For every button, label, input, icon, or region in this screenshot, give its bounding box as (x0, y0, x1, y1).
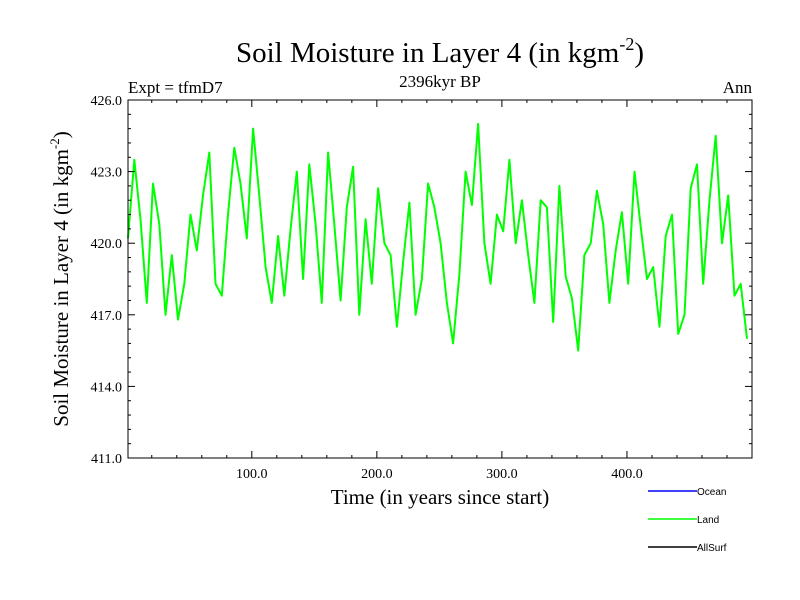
y-axis-label-superscript: -2 (47, 138, 62, 149)
experiment-label: Expt = tfmD7 (128, 78, 223, 97)
axis-layer: 100.0 200.0 300.0 400.0 411.0 414.0 417.0 420.0… (91, 94, 752, 482)
y-tick-label: 420.0 (91, 237, 123, 252)
chart-title: Soil Moisture in Layer 4 (in kgm-2) (236, 34, 644, 69)
y-tick-label: 417.0 (91, 309, 123, 324)
x-axis-label: Time (in years since start) (331, 485, 550, 509)
legend: Ocean Land AllSurf (648, 487, 727, 554)
x-tick-label: 200.0 (361, 467, 393, 482)
chart-subtitle: 2396kyr BP (399, 72, 481, 91)
series-layer (127, 122, 748, 352)
y-axis-label-close: ) (49, 131, 73, 138)
plot-frame (127, 99, 753, 459)
y-tick-label: 414.0 (91, 380, 123, 395)
y-tick-label: 423.0 (91, 166, 123, 181)
series-line-land (127, 122, 748, 352)
x-tick-label: 300.0 (486, 467, 518, 482)
y-tick-label: 411.0 (91, 452, 122, 467)
legend-label-ocean: Ocean (697, 487, 726, 498)
season-label: Ann (723, 78, 753, 97)
legend-label-land: Land (697, 515, 719, 526)
y-axis-label-text: Soil Moisture in Layer 4 (in kgm (49, 149, 73, 427)
chart-title-text: Soil Moisture in Layer 4 (in kgm (236, 37, 620, 69)
x-tick-label: 100.0 (236, 467, 268, 482)
y-tick-label: 426.0 (91, 94, 123, 109)
chart-title-superscript: -2 (619, 34, 634, 54)
chart-title-close: ) (634, 37, 644, 69)
y-axis-label: Soil Moisture in Layer 4 (in kgm-2) (47, 131, 73, 426)
x-tick-label: 400.0 (611, 467, 643, 482)
legend-label-allsurf: AllSurf (697, 543, 727, 554)
